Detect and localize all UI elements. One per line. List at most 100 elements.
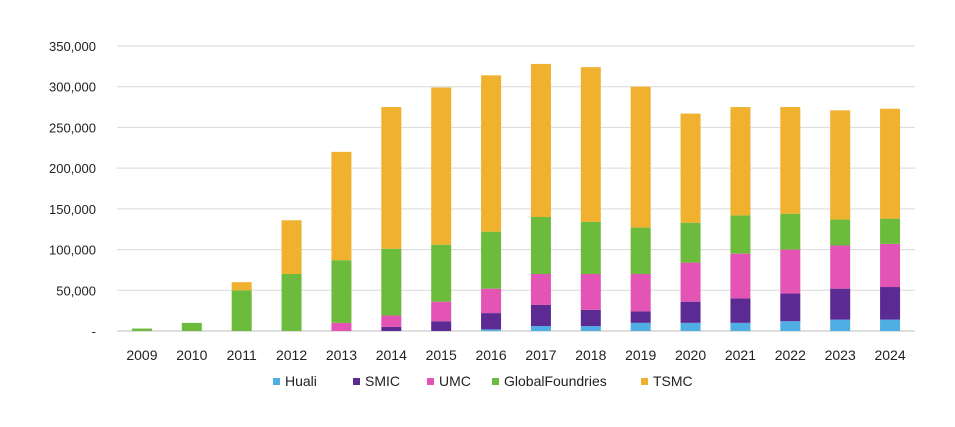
bar-segment-smic: [530, 304, 551, 327]
bar-segment-tsmc: [381, 107, 402, 249]
bar-segment-huali: [730, 322, 751, 331]
bar-segment-huali: [680, 322, 701, 331]
legend-label: UMC: [439, 373, 471, 389]
bar-segment-globalfoundries: [431, 244, 452, 302]
bar-segment-huali: [481, 329, 502, 331]
bar-segment-huali: [780, 321, 801, 331]
y-axis-tick-labels: - 50,000 100,000 150,000 200,000 250,000 300,0…: [49, 39, 96, 339]
x-tick-label: 2020: [675, 347, 706, 363]
bar-segment-tsmc: [281, 220, 302, 274]
bar-segment-globalfoundries: [630, 227, 651, 274]
x-tick-label: 2016: [475, 347, 506, 363]
bar-segment-tsmc: [580, 67, 601, 222]
x-tick-label: 2024: [874, 347, 905, 363]
y-tick-label: 300,000: [49, 80, 96, 95]
legend: Huali SMIC UMC GlobalFoundries TSMC: [273, 373, 693, 389]
bar-segment-tsmc: [481, 75, 502, 232]
bar-segment-globalfoundries: [181, 322, 202, 331]
bar-segment-huali: [580, 326, 601, 331]
bar-segment-tsmc: [780, 107, 801, 214]
bar-segment-tsmc: [530, 63, 551, 217]
bar-segment-huali: [880, 319, 901, 331]
legend-label: TSMC: [653, 373, 693, 389]
x-tick-label: 2014: [376, 347, 407, 363]
bar-segment-globalfoundries: [780, 213, 801, 250]
bar-segment-globalfoundries: [481, 231, 502, 289]
x-tick-label: 2017: [525, 347, 556, 363]
legend-label: Huali: [285, 373, 317, 389]
bar-segment-umc: [680, 262, 701, 302]
legend-swatch-umc: [427, 378, 434, 385]
x-tick-label: 2010: [176, 347, 207, 363]
bar-segment-tsmc: [730, 107, 751, 216]
bar-segment-globalfoundries: [530, 217, 551, 274]
bar-segment-tsmc: [431, 87, 452, 245]
bar-segment-smic: [481, 313, 502, 330]
x-axis-tick-labels: 2009 2010 2011 2012 2013 2014 2015 2016 2017 2018…: [126, 347, 905, 363]
bar-segment-globalfoundries: [331, 260, 352, 323]
x-tick-label: 2012: [276, 347, 307, 363]
y-tick-label: 200,000: [49, 161, 96, 176]
bar-segment-globalfoundries: [580, 221, 601, 274]
x-tick-label: 2022: [775, 347, 806, 363]
bar-segment-globalfoundries: [131, 328, 152, 331]
bar-segment-umc: [431, 301, 452, 322]
x-tick-label: 2015: [426, 347, 457, 363]
y-tick-label: 150,000: [49, 202, 96, 217]
y-tick-label: 50,000: [56, 283, 96, 298]
bars: [131, 63, 901, 331]
bar-segment-smic: [830, 288, 851, 320]
bar-segment-tsmc: [830, 110, 851, 220]
bar-segment-smic: [730, 298, 751, 323]
x-tick-label: 2013: [326, 347, 357, 363]
bar-segment-smic: [381, 326, 402, 331]
bar-segment-tsmc: [231, 282, 252, 291]
bar-segment-umc: [730, 253, 751, 299]
legend-swatch-globalfoundries: [492, 378, 499, 385]
bar-segment-smic: [431, 321, 452, 331]
x-tick-label: 2023: [825, 347, 856, 363]
legend-swatch-huali: [273, 378, 280, 385]
bar-segment-umc: [530, 274, 551, 305]
bar-segment-globalfoundries: [281, 274, 302, 331]
y-tick-label: 350,000: [49, 39, 96, 54]
bar-segment-umc: [630, 274, 651, 312]
bar-segment-umc: [331, 322, 352, 331]
bar-segment-umc: [481, 288, 502, 314]
bar-segment-smic: [580, 309, 601, 327]
x-tick-label: 2011: [227, 347, 257, 363]
bar-segment-umc: [381, 315, 402, 327]
bar-segment-huali: [530, 326, 551, 331]
bar-segment-tsmc: [680, 113, 701, 223]
bar-segment-smic: [680, 301, 701, 323]
bar-segment-huali: [630, 322, 651, 331]
bar-segment-globalfoundries: [381, 248, 402, 316]
bar-segment-globalfoundries: [830, 219, 851, 246]
legend-label: GlobalFoundries: [504, 373, 607, 389]
bar-segment-umc: [880, 243, 901, 288]
bar-segment-huali: [830, 319, 851, 331]
y-tick-label: -: [92, 324, 96, 339]
bar-segment-smic: [780, 293, 801, 322]
legend-swatch-tsmc: [641, 378, 648, 385]
bar-segment-globalfoundries: [680, 222, 701, 263]
legend-swatch-smic: [353, 378, 360, 385]
bar-segment-tsmc: [630, 86, 651, 228]
bar-segment-globalfoundries: [231, 290, 252, 331]
bar-segment-umc: [780, 249, 801, 294]
bar-segment-tsmc: [331, 151, 352, 261]
x-tick-label: 2021: [725, 347, 756, 363]
bar-segment-tsmc: [880, 108, 901, 219]
bar-segment-globalfoundries: [880, 218, 901, 244]
bar-segment-smic: [630, 311, 651, 323]
y-tick-label: 100,000: [49, 243, 96, 258]
x-tick-label: 2019: [625, 347, 656, 363]
bar-segment-globalfoundries: [730, 215, 751, 254]
bar-segment-umc: [580, 274, 601, 310]
x-tick-label: 2018: [575, 347, 606, 363]
bar-segment-smic: [880, 287, 901, 320]
y-tick-label: 250,000: [49, 120, 96, 135]
bar-segment-umc: [830, 245, 851, 289]
legend-label: SMIC: [365, 373, 400, 389]
